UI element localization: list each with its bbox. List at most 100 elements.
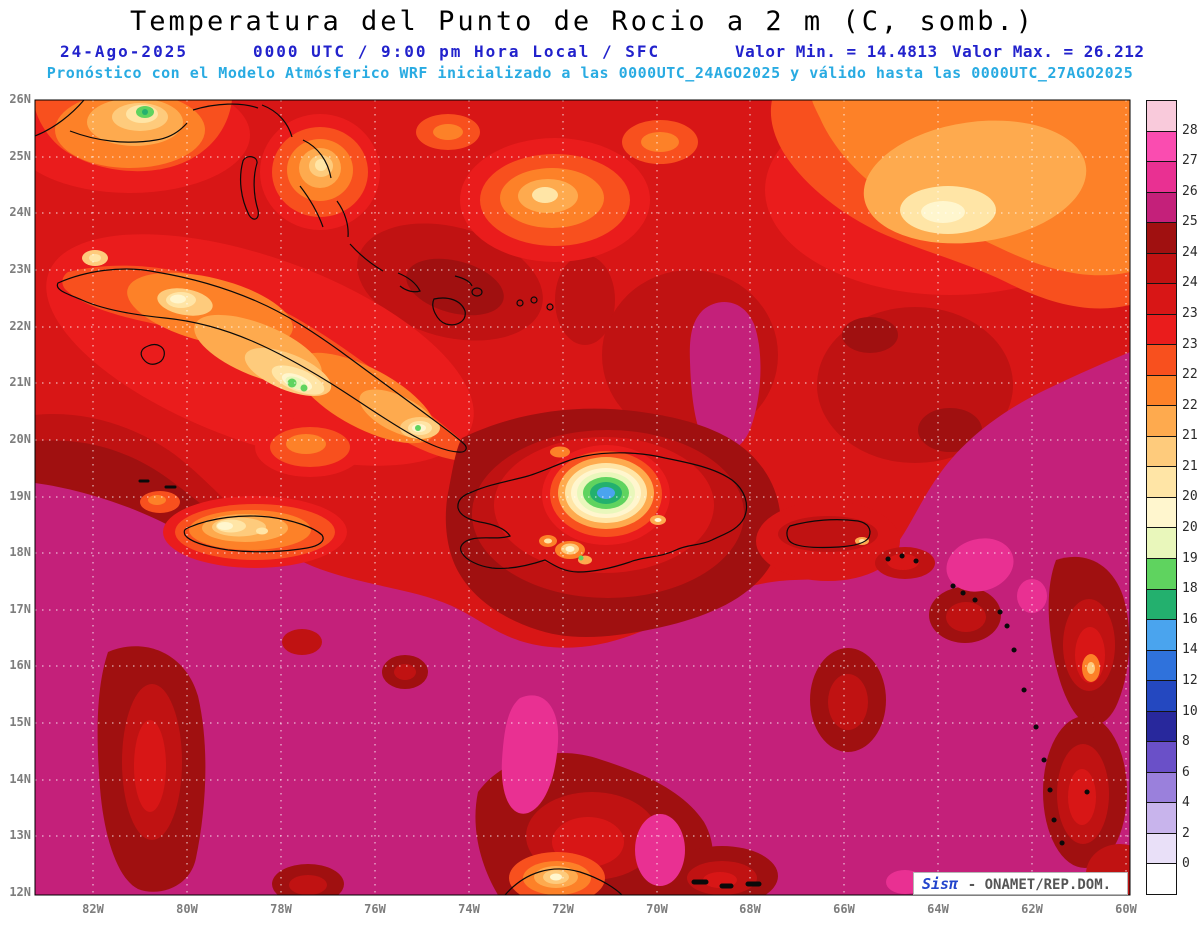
jamaica-coastline — [183, 515, 324, 553]
contour-region — [282, 629, 322, 655]
colorbar-swatch — [1146, 557, 1177, 590]
contour-region — [565, 546, 575, 552]
lon-label: 68W — [739, 902, 761, 916]
contour-region — [1087, 662, 1095, 674]
onamet-credit-label: - ONAMET/REP.DOM. — [967, 877, 1112, 893]
colorbar-swatch — [1146, 649, 1177, 682]
colorbar-label: 8 — [1182, 734, 1190, 749]
lon-label: 78W — [270, 902, 292, 916]
colorbar-swatch — [1146, 588, 1177, 621]
colorbar-swatch — [1146, 527, 1177, 559]
contour-region-pink-spot — [946, 538, 1014, 592]
colorbar-label: 14 — [1182, 642, 1198, 657]
colorbar-swatch — [1146, 771, 1177, 804]
florida-coastline — [35, 100, 188, 143]
contour-region — [1068, 769, 1096, 825]
lat-label: 24N — [9, 205, 31, 219]
contour-region — [842, 317, 898, 353]
contour-region — [286, 434, 326, 454]
colorbar-swatch — [1146, 100, 1177, 132]
turks-caicos-island — [546, 303, 554, 311]
turks-caicos-island — [530, 296, 538, 304]
lat-label: 12N — [9, 885, 31, 899]
contour-region — [778, 516, 878, 552]
lon-label: 82W — [82, 902, 104, 916]
contour-region — [433, 124, 463, 140]
contour-region — [134, 720, 166, 812]
contour-region — [148, 495, 166, 505]
contour-region — [256, 527, 268, 535]
bahamas-coastlines — [192, 103, 483, 326]
lon-label: 60W — [1115, 902, 1137, 916]
lat-label: 21N — [9, 375, 31, 389]
contour-region — [550, 446, 570, 458]
colorbar-swatch — [1146, 802, 1177, 834]
colorbar-label: 4 — [1182, 795, 1190, 810]
contour-region — [415, 425, 421, 431]
colorbar-label: 12 — [1182, 673, 1198, 688]
contour-region-south-magenta — [35, 352, 1130, 895]
colorbar-swatch — [1146, 619, 1177, 651]
contour-region — [289, 875, 327, 895]
colorbar-swatch — [1146, 496, 1177, 529]
lat-label: 17N — [9, 602, 31, 616]
contour-region — [532, 187, 558, 203]
colorbar-swatch — [1146, 313, 1177, 346]
turks-caicos-island — [516, 299, 524, 307]
contour-region — [555, 255, 615, 345]
contour-region — [287, 378, 297, 388]
map-layers — [35, 100, 1130, 895]
lat-label: 15N — [9, 715, 31, 729]
colorbar-swatch — [1146, 832, 1177, 865]
lat-label: 18N — [9, 545, 31, 559]
contour-region-pink-spot — [501, 695, 559, 814]
lon-label: 72W — [552, 902, 574, 916]
colorbar-label: 26 — [1182, 184, 1198, 199]
contour-region — [170, 294, 186, 304]
colorbar-label: 22.5 — [1182, 367, 1200, 382]
contour-region — [394, 664, 416, 680]
lon-label: 74W — [458, 902, 480, 916]
lat-label: 19N — [9, 489, 31, 503]
lat-label: 25N — [9, 149, 31, 163]
contour-region — [946, 602, 986, 632]
contour-region — [578, 555, 584, 561]
contour-region — [654, 518, 662, 522]
latitude-gridlines — [35, 156, 1130, 837]
colorbar-label: 21 — [1182, 459, 1198, 474]
cayman-islands — [138, 479, 177, 489]
contour-region-pink-spot — [1017, 579, 1047, 613]
colorbar-label: 23 — [1182, 337, 1198, 352]
colorbar-swatch — [1146, 222, 1177, 254]
contour-region — [921, 201, 965, 223]
lon-label: 76W — [364, 902, 386, 916]
lon-label: 80W — [176, 902, 198, 916]
colorbar-swatch — [1146, 374, 1177, 407]
contour-region — [406, 258, 504, 316]
colorbar-label: 25 — [1182, 214, 1198, 229]
min-value-label: Valor Min. = 14.4813 — [735, 42, 938, 61]
contour-region — [641, 132, 679, 152]
colorbar-swatch — [1146, 710, 1177, 743]
colorbar-swatch — [1146, 191, 1177, 224]
contour-region — [887, 554, 919, 570]
colorbar-label: 27 — [1182, 153, 1198, 168]
max-value-label: Valor Max. = 26.212 — [952, 42, 1145, 61]
lat-label: 23N — [9, 262, 31, 276]
contour-region — [89, 254, 101, 262]
colorbar-label: 10 — [1182, 704, 1198, 719]
colorbar-swatch — [1146, 344, 1177, 376]
colorbar-label: 19 — [1182, 551, 1198, 566]
model-info-line: Pronóstico con el Modelo Atmósferico WRF… — [46, 64, 1134, 82]
credit-box: Sisπ - ONAMET/REP.DOM. — [913, 872, 1128, 895]
hispaniola-coastline — [457, 452, 748, 573]
colorbar-label: 18 — [1182, 581, 1198, 596]
contour-region — [544, 538, 552, 544]
colorbar-label: 16 — [1182, 612, 1198, 627]
contour-region-magenta-tongue — [689, 301, 761, 453]
colorbar-label: 21.5 — [1182, 428, 1200, 443]
sispi-brand-label: Sisπ — [922, 875, 959, 893]
lon-label: 64W — [927, 902, 949, 916]
lon-label: 66W — [833, 902, 855, 916]
